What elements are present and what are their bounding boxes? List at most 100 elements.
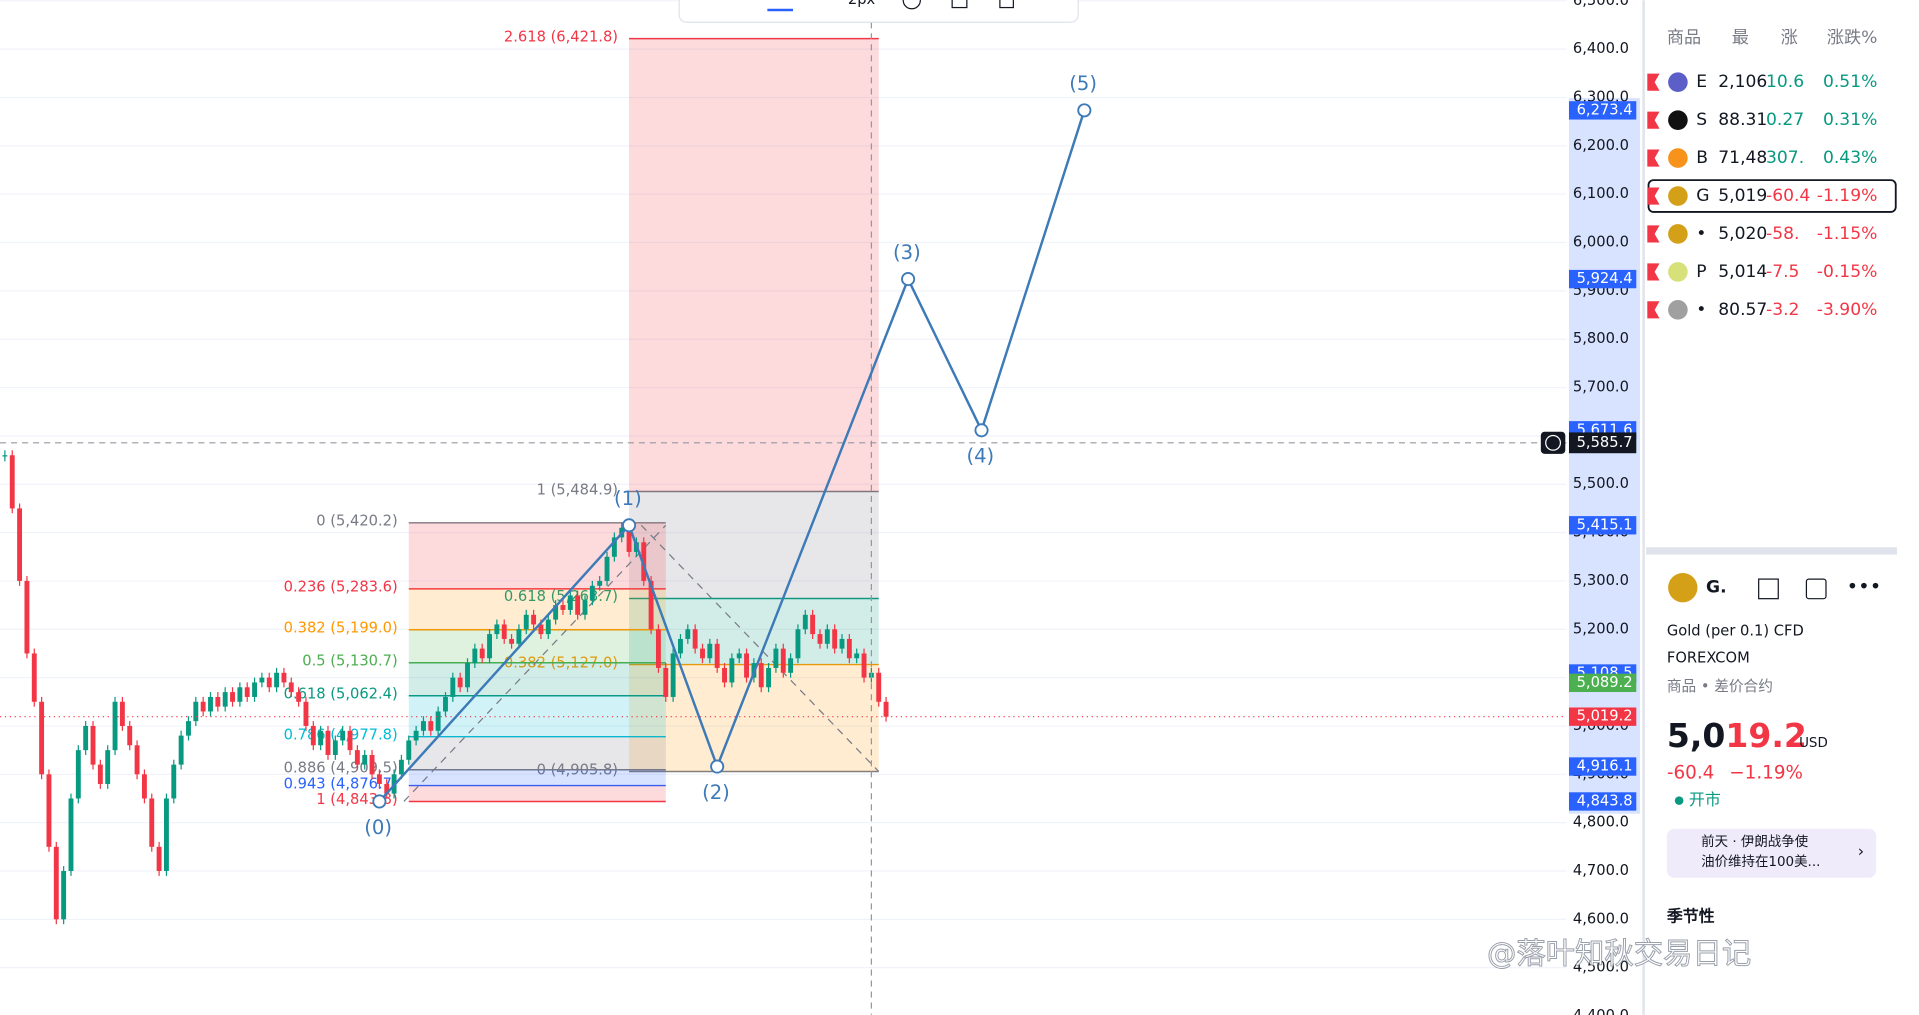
price-badge-label: 4,843.8 bbox=[1577, 792, 1633, 809]
candle bbox=[744, 653, 749, 678]
add-alert[interactable] bbox=[1540, 431, 1566, 454]
wave-point[interactable] bbox=[901, 272, 916, 287]
fib-label: 0.382 (5,199.0) bbox=[284, 620, 398, 637]
candle bbox=[421, 721, 426, 731]
row-flag[interactable] bbox=[1647, 73, 1660, 91]
wave-point[interactable] bbox=[974, 423, 989, 438]
watchlist-header: 涨 bbox=[1781, 28, 1798, 48]
candle bbox=[46, 774, 52, 847]
symbol[interactable]: E bbox=[1696, 72, 1707, 92]
detail-icon bbox=[1668, 572, 1698, 603]
instrument-name: Gold (per 0.1) CFD bbox=[1667, 623, 1804, 640]
candle bbox=[9, 455, 15, 509]
fib-zone bbox=[629, 491, 879, 599]
wave-point[interactable] bbox=[622, 518, 637, 533]
wave-point[interactable] bbox=[710, 759, 725, 774]
news-card[interactable] bbox=[1666, 828, 1877, 878]
wave-label: (3) bbox=[893, 241, 921, 264]
last-price: 5,020 bbox=[1718, 224, 1767, 244]
price-badge-label: 6,273.4 bbox=[1577, 101, 1633, 118]
icon-edit[interactable] bbox=[1805, 578, 1827, 600]
candle bbox=[707, 643, 713, 659]
watchlist-header: 商品 bbox=[1667, 28, 1701, 48]
news-text: 油价维持在100美... bbox=[1701, 854, 1820, 870]
price-badge bbox=[1568, 269, 1637, 289]
last-price: 5,019 bbox=[1718, 186, 1767, 206]
candle bbox=[457, 677, 463, 688]
candle bbox=[802, 614, 808, 630]
candle bbox=[861, 653, 867, 678]
candle bbox=[127, 725, 133, 746]
candle bbox=[178, 735, 184, 765]
candle bbox=[516, 629, 522, 644]
last-price: 2,106 bbox=[1718, 72, 1767, 92]
last-price: 5,014 bbox=[1718, 262, 1767, 282]
candle bbox=[428, 721, 434, 731]
candle bbox=[553, 605, 559, 620]
wave-point[interactable] bbox=[372, 794, 387, 809]
last-price: 88.31 bbox=[1718, 110, 1767, 130]
icon-more[interactable]: ••• bbox=[1847, 575, 1882, 598]
add-alert-icon[interactable] bbox=[1545, 434, 1562, 451]
symbol[interactable]: G bbox=[1696, 186, 1709, 206]
candle bbox=[296, 692, 302, 702]
symbol[interactable]: P bbox=[1696, 262, 1706, 282]
fib-label: 2.618 (6,421.8) bbox=[504, 28, 618, 45]
candle bbox=[376, 774, 382, 784]
symbol[interactable]: • bbox=[1696, 224, 1706, 244]
market-status: 开市 bbox=[1689, 790, 1721, 809]
change: -58. bbox=[1766, 224, 1799, 244]
candle bbox=[832, 629, 838, 649]
toolbar-icon[interactable] bbox=[951, 0, 968, 9]
row-flag[interactable] bbox=[1647, 263, 1660, 281]
toolbar-icon[interactable] bbox=[902, 0, 921, 10]
y-tick-label: 5,500.0 bbox=[1573, 475, 1629, 492]
fib-label: 0.236 (5,283.6) bbox=[284, 579, 398, 596]
change-pct: -1.15% bbox=[1817, 224, 1878, 244]
candle bbox=[200, 701, 206, 712]
icon-grid[interactable] bbox=[1758, 578, 1779, 600]
drawing-toolbar[interactable]: 2px bbox=[678, 0, 1079, 23]
candle bbox=[876, 672, 882, 702]
price-badge bbox=[1568, 707, 1637, 726]
y-tick-label: 6,100.0 bbox=[1573, 185, 1629, 202]
detail-change-pct: −1.19% bbox=[1729, 763, 1803, 784]
toolbar-icon[interactable] bbox=[999, 0, 1014, 9]
last-price: 71,48 bbox=[1718, 148, 1767, 168]
candle bbox=[369, 754, 375, 775]
candle bbox=[2, 455, 8, 457]
chart-area: 0 (4,905.8)0.382 (5,127.0)0.618 (5,263.7… bbox=[0, 0, 1567, 1015]
candle bbox=[509, 638, 515, 644]
fib-zone bbox=[408, 736, 666, 770]
row-flag[interactable] bbox=[1647, 111, 1660, 129]
symbol[interactable]: S bbox=[1696, 110, 1707, 130]
candle bbox=[215, 696, 221, 707]
candle bbox=[846, 638, 852, 659]
candle bbox=[589, 585, 595, 601]
row-flag[interactable] bbox=[1647, 149, 1660, 167]
axis-selection bbox=[1568, 98, 1640, 814]
candle bbox=[105, 750, 111, 784]
y-tick-label: 4,500.0 bbox=[1573, 959, 1629, 976]
candle bbox=[817, 634, 823, 644]
candle bbox=[244, 687, 250, 697]
price-badge-label: 5,089.2 bbox=[1577, 674, 1633, 691]
candle bbox=[274, 672, 280, 688]
symbol-icon bbox=[1668, 300, 1688, 320]
symbol[interactable]: B bbox=[1696, 148, 1708, 168]
stroke-width[interactable]: 2px bbox=[848, 0, 876, 8]
toolbar-box bbox=[678, 0, 1079, 23]
candle bbox=[575, 595, 581, 615]
change: 307. bbox=[1766, 148, 1804, 168]
candle bbox=[597, 580, 603, 586]
price-badge bbox=[1568, 792, 1637, 811]
candle bbox=[523, 614, 529, 630]
row-flag[interactable] bbox=[1647, 187, 1660, 205]
row-flag[interactable] bbox=[1647, 301, 1660, 319]
y-tick-label: 5,700.0 bbox=[1573, 379, 1629, 396]
price-badge bbox=[1568, 516, 1637, 535]
row-flag[interactable] bbox=[1647, 225, 1660, 243]
candle bbox=[24, 580, 30, 654]
wave-point[interactable] bbox=[1077, 103, 1092, 118]
symbol[interactable]: • bbox=[1696, 300, 1706, 320]
